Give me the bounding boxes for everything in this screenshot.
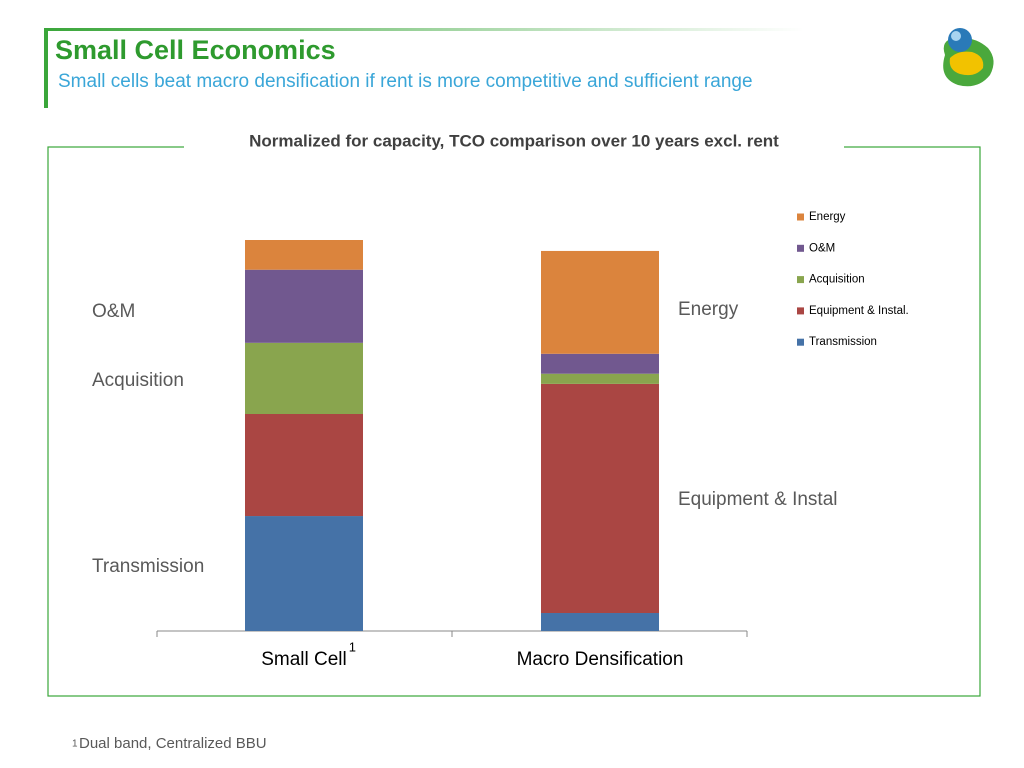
slide-subtitle: Small cells beat macro densification if … [58, 71, 753, 92]
x-tick-label: Small Cell [261, 649, 347, 670]
legend-label: Equipment & Instal. [809, 305, 909, 317]
x-tick-label: Macro Densification [517, 649, 684, 670]
bar-segment [245, 342, 363, 414]
title-backdrop [184, 130, 844, 156]
legend-label: Acquisition [809, 274, 865, 286]
bar-segment [541, 383, 659, 614]
footnote-marker: 1 [72, 739, 78, 750]
legend-swatch [797, 244, 804, 252]
bar-segment [541, 613, 659, 631]
header-bar [44, 28, 48, 108]
legend-swatch [797, 213, 804, 221]
bar-segment [245, 413, 363, 517]
header-line [44, 28, 804, 31]
legend-swatch [797, 307, 804, 315]
chart-title: Normalized for capacity, TCO comparison … [249, 131, 779, 150]
slide-title: Small Cell Economics [55, 35, 336, 65]
category-superscript: 1 [349, 639, 356, 654]
footnote: Dual band, Centralized BBU [79, 735, 267, 752]
bar-segment [541, 250, 659, 354]
bar-segment [245, 269, 363, 343]
legend-label: Energy [809, 211, 846, 223]
bar-segment [245, 240, 363, 270]
legend-label: Transmission [809, 336, 877, 348]
chart-frame [47, 146, 981, 697]
annotation: Equipment & Instal [678, 489, 837, 510]
legend-swatch [797, 338, 804, 346]
annotation: Acquisition [92, 370, 184, 391]
bar-segment [245, 516, 363, 631]
bar-segment [541, 373, 659, 384]
bar-segment [541, 353, 659, 374]
annotation: Transmission [92, 556, 204, 577]
annotation: O&M [92, 301, 135, 322]
logo [943, 28, 994, 87]
legend-label: O&M [809, 242, 835, 254]
annotation: Energy [678, 299, 739, 320]
legend-swatch [797, 276, 804, 284]
